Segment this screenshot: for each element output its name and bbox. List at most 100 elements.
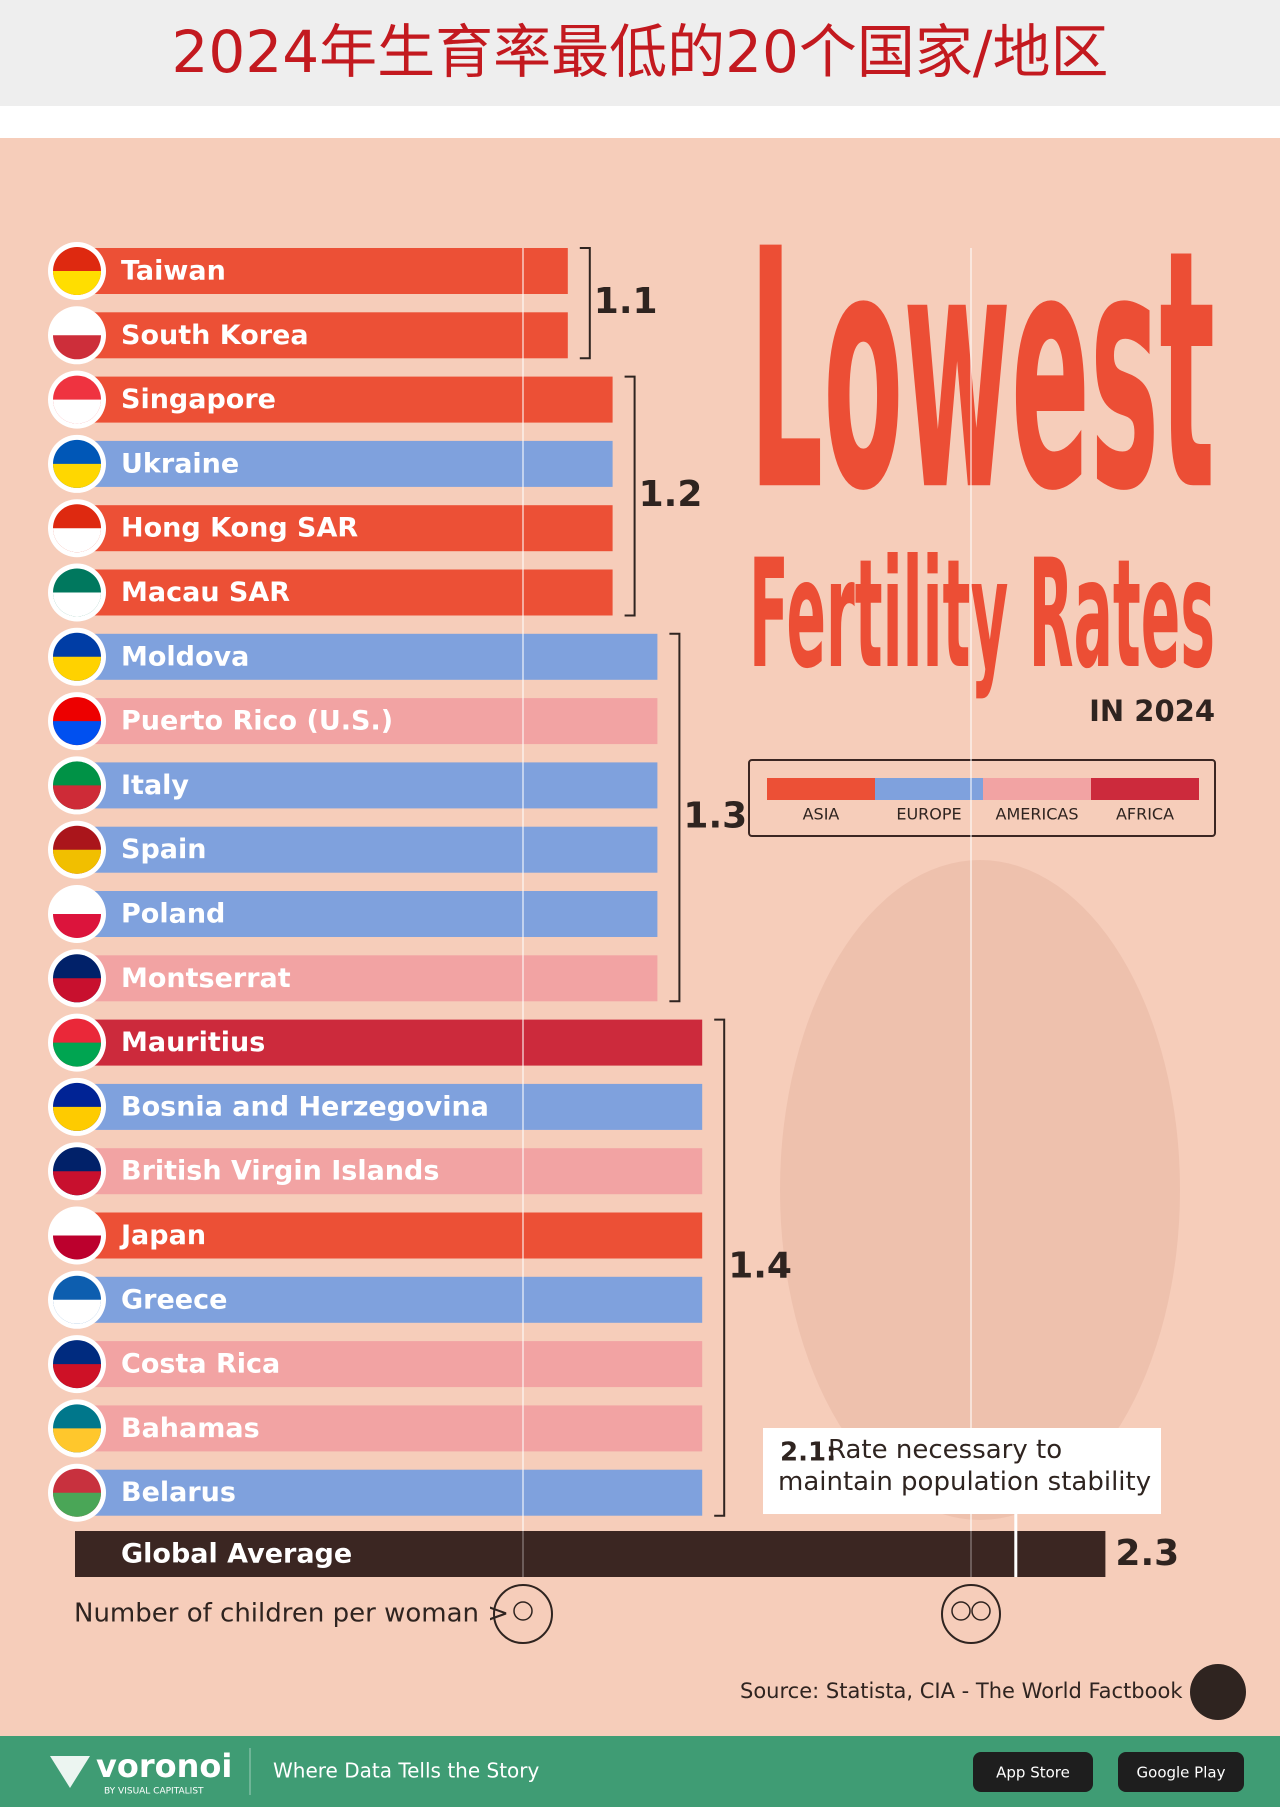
x-axis-label: Number of children per woman > xyxy=(74,1599,509,1629)
bar xyxy=(75,826,658,873)
category-label: Poland xyxy=(121,899,225,930)
category-label: Moldova xyxy=(121,641,249,672)
category-label: Costa Rica xyxy=(121,1349,280,1380)
source-logo xyxy=(1190,1664,1246,1720)
category-label: British Virgin Islands xyxy=(121,1156,439,1187)
flag-part xyxy=(53,335,101,360)
source: Source: Statista, CIA - The World Factbo… xyxy=(740,1679,1183,1703)
legend-swatch xyxy=(875,778,983,800)
bar xyxy=(75,1276,703,1323)
reference-text-box: Rate necessary to maintain population st… xyxy=(778,1435,1152,1497)
reference-label: 2.1: xyxy=(780,1438,836,1468)
legend-swatch xyxy=(983,778,1091,800)
flag-part xyxy=(53,656,101,681)
category-label: Greece xyxy=(121,1284,227,1315)
bracket xyxy=(624,375,636,617)
flag-part xyxy=(53,1299,101,1324)
bar xyxy=(75,1212,703,1259)
baby-icon xyxy=(951,1601,971,1621)
category-label: Bosnia and Herzegovina xyxy=(121,1091,489,1122)
category-label: Belarus xyxy=(121,1477,236,1508)
bar xyxy=(75,312,568,359)
flag-part xyxy=(53,1235,101,1260)
category-label: South Korea xyxy=(121,320,309,351)
google-play-button[interactable] xyxy=(1118,1752,1244,1792)
flag-part xyxy=(53,1364,101,1389)
bar xyxy=(75,1148,703,1195)
category-label: Montserrat xyxy=(121,963,291,994)
bar xyxy=(75,1083,703,1130)
bar xyxy=(75,955,658,1002)
bar xyxy=(75,1469,703,1516)
legend-swatch xyxy=(1091,778,1199,800)
global-average-label: Global Average xyxy=(121,1539,352,1570)
tick-icon xyxy=(493,1584,553,1644)
global-average-bar xyxy=(75,1531,1106,1577)
header-title: 2024年生育率最低的20个国家/地区 xyxy=(172,18,1109,86)
bar xyxy=(75,248,568,294)
photo-shape xyxy=(780,860,1180,1520)
group-value-label: 1.1 xyxy=(594,281,658,322)
flag-part xyxy=(53,978,101,1003)
category-label: Ukraine xyxy=(121,448,239,479)
category-label: Japan xyxy=(119,1220,206,1251)
baby-icon xyxy=(513,1601,533,1621)
global-average-value: 2.3 xyxy=(1115,1533,1179,1574)
bracket xyxy=(579,247,591,360)
flag-part xyxy=(53,463,101,488)
category-label: Singapore xyxy=(121,384,276,415)
flag-part xyxy=(53,785,101,810)
category-label: Hong Kong SAR xyxy=(121,513,358,544)
flag-part xyxy=(53,1492,101,1517)
chart-title-line2: Fertility Rates xyxy=(749,528,1215,702)
flag-part xyxy=(53,399,101,424)
footer-logo xyxy=(50,1756,90,1788)
group-value-label: 1.4 xyxy=(728,1246,792,1287)
legend-box xyxy=(748,759,1216,837)
footer-tagline: Where Data Tells the Story xyxy=(273,1759,540,1783)
bar xyxy=(75,891,658,937)
category-label: Mauritius xyxy=(121,1027,265,1058)
baby-icon xyxy=(971,1601,991,1621)
legend-label: AFRICA xyxy=(1116,805,1174,824)
category-label: Spain xyxy=(121,834,206,865)
category-label: Macau SAR xyxy=(121,577,290,608)
chart-subtitle: IN 2024 xyxy=(1089,694,1215,728)
bar xyxy=(75,1341,703,1388)
bracket xyxy=(669,632,681,1003)
bracket xyxy=(714,1018,726,1517)
header-bg xyxy=(0,0,1280,106)
flag-part xyxy=(53,592,101,617)
flag-part xyxy=(53,271,101,295)
chart-title: Lowest xyxy=(749,179,1215,563)
flag-part xyxy=(53,1042,101,1067)
legend-label: EUROPE xyxy=(896,805,961,824)
bar xyxy=(75,1019,703,1066)
app-store-label[interactable]: App Store xyxy=(996,1764,1070,1782)
flag-part xyxy=(53,721,101,746)
flag-part xyxy=(53,849,101,874)
footer-brand: voronoi xyxy=(96,1747,232,1785)
flag-part xyxy=(53,914,101,938)
bar xyxy=(75,698,658,745)
legend-label: AMERICAS xyxy=(996,805,1079,824)
flag-part xyxy=(53,1428,101,1453)
tick-icon xyxy=(941,1584,1001,1644)
category-label: Bahamas xyxy=(121,1413,260,1444)
flag-part xyxy=(53,528,101,553)
app-store-button[interactable] xyxy=(973,1752,1093,1792)
category-label: Taiwan xyxy=(121,256,226,287)
category-label: Italy xyxy=(121,770,189,801)
flag-part xyxy=(53,1171,101,1196)
reference-text: Rate necessary to maintain population st… xyxy=(778,1435,1152,1497)
annotation-box xyxy=(763,1428,1161,1514)
google-play-label[interactable]: Google Play xyxy=(1137,1764,1226,1782)
bar xyxy=(75,1405,703,1452)
bar xyxy=(75,762,658,809)
legend-swatch xyxy=(767,778,875,800)
flag-part xyxy=(53,1106,101,1131)
group-value-label: 1.2 xyxy=(639,474,703,515)
group-value-label: 1.3 xyxy=(683,796,747,837)
legend-label: ASIA xyxy=(803,805,840,824)
